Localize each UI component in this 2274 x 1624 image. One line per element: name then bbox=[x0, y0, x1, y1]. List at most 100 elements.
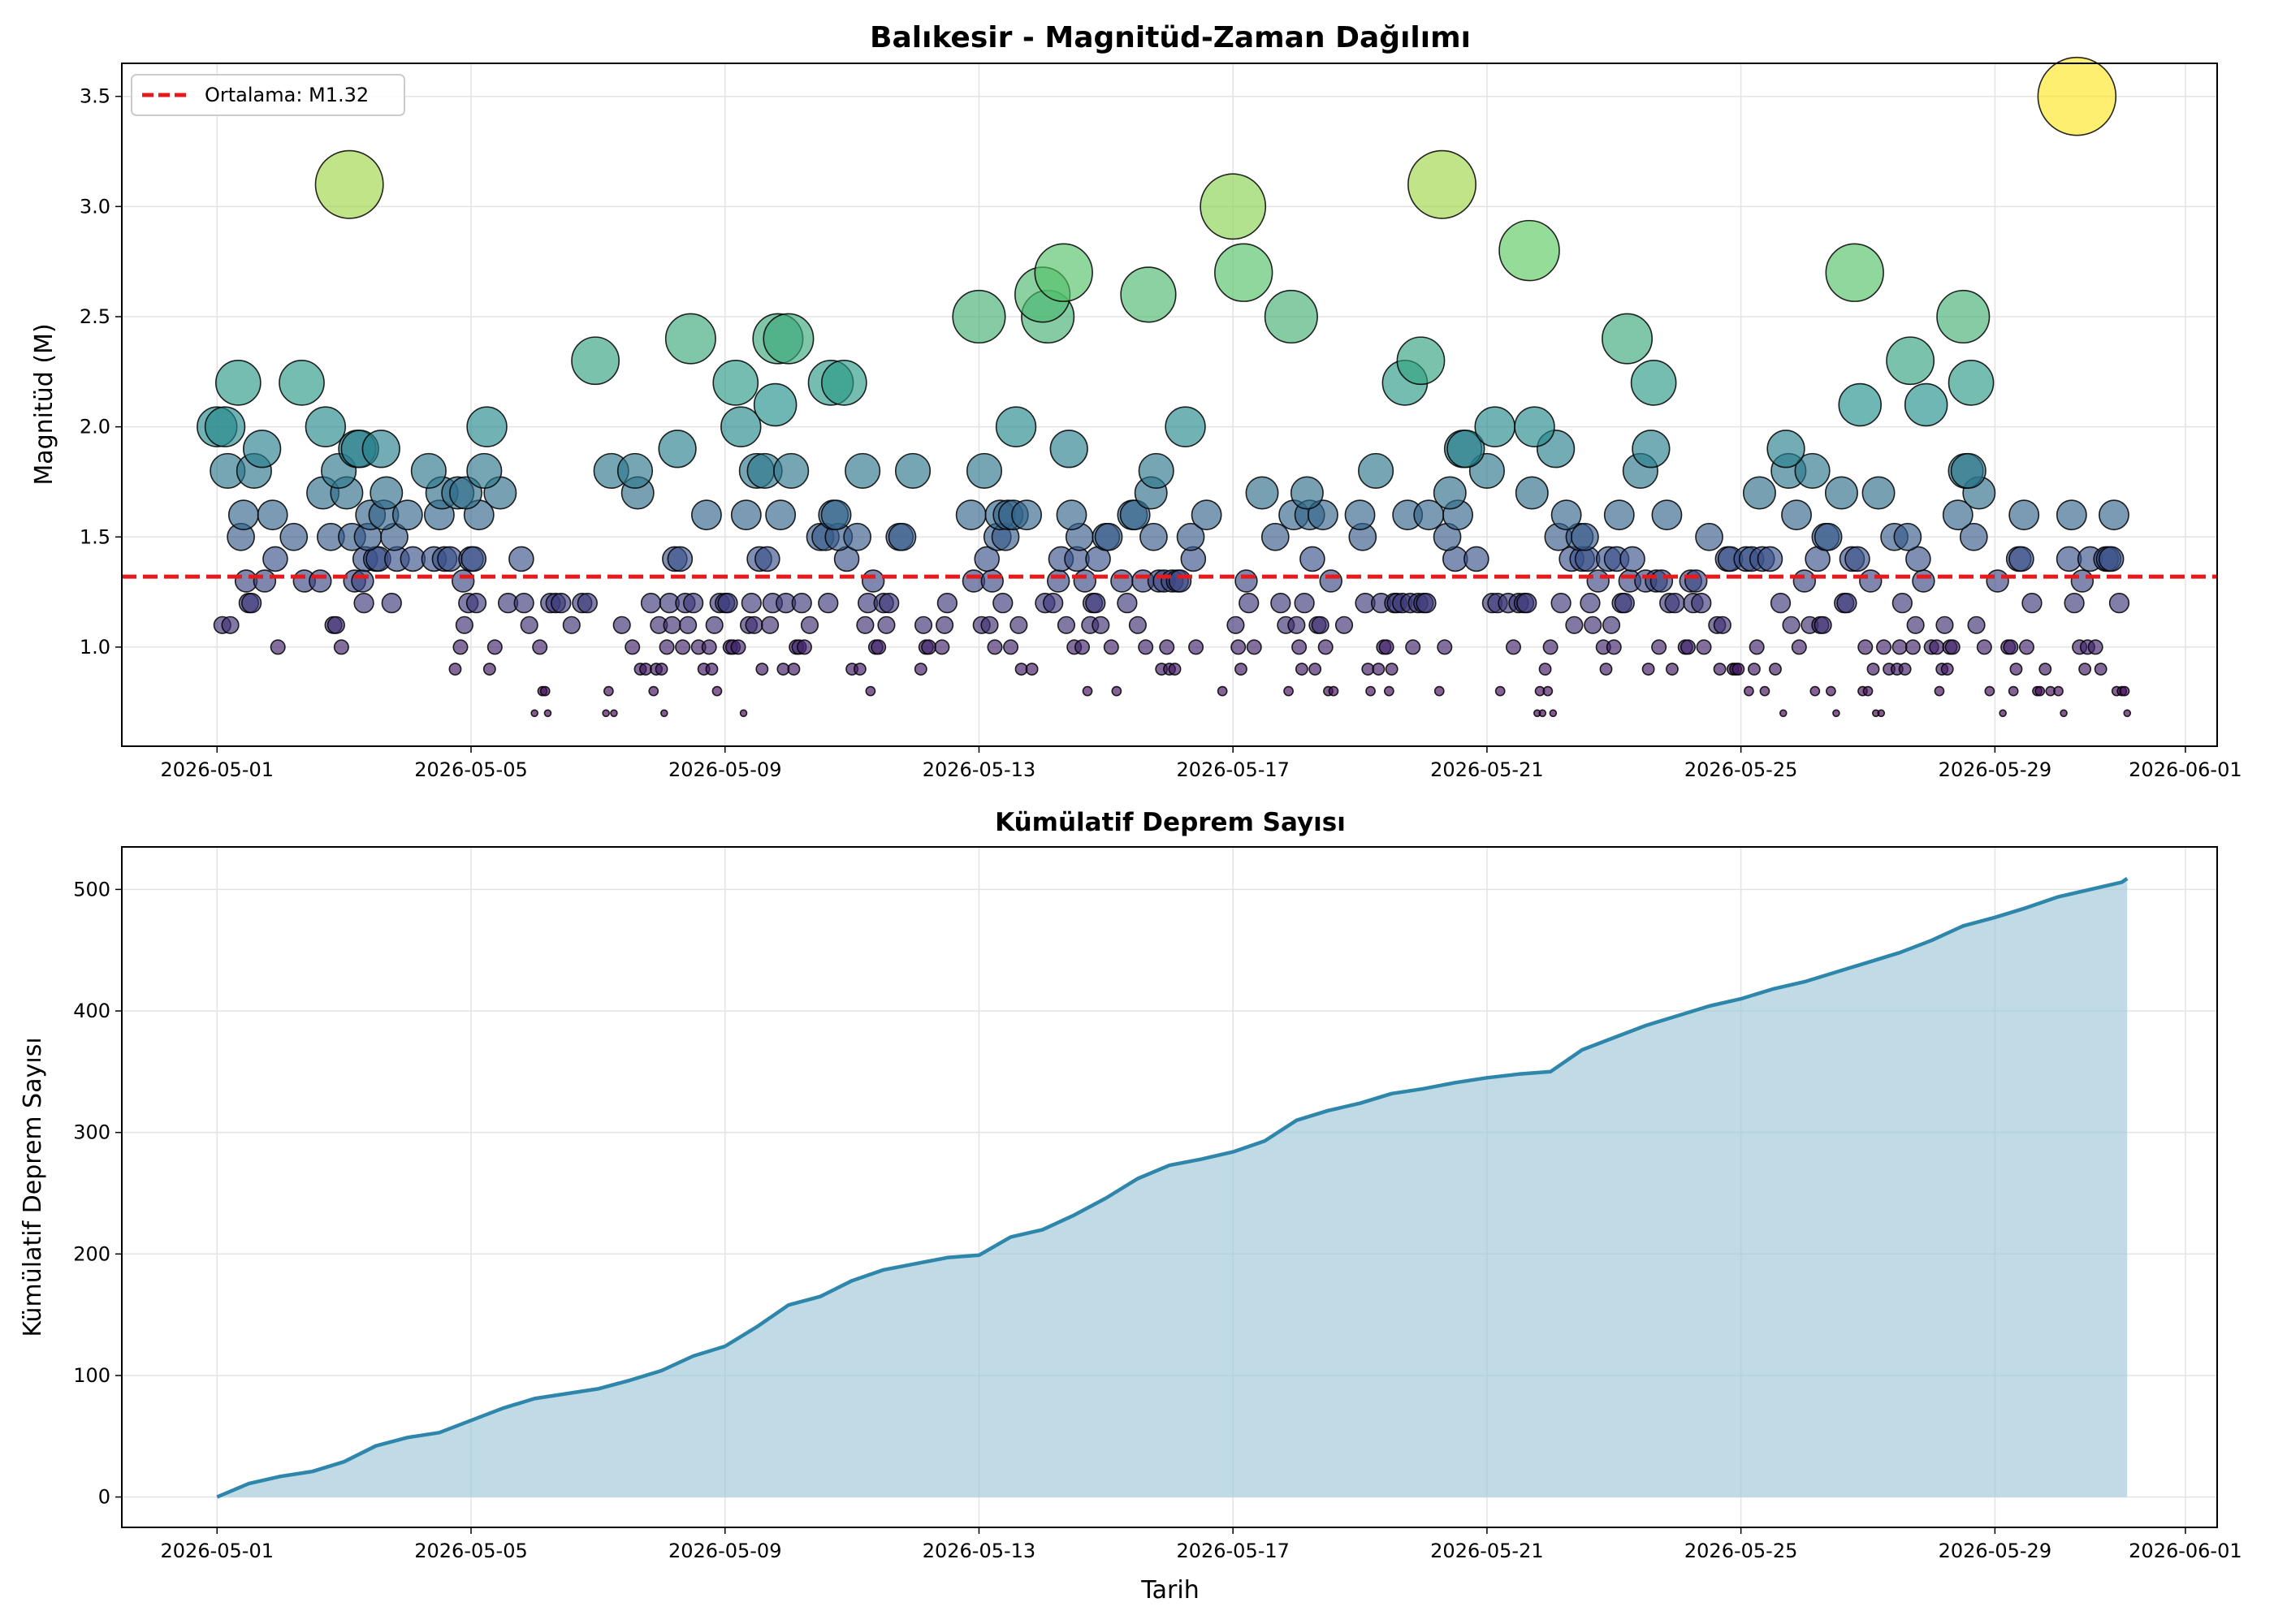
earthquake-point bbox=[1757, 546, 1783, 572]
earthquake-point bbox=[720, 406, 762, 447]
earthquake-point bbox=[1886, 336, 1935, 386]
earthquake-point bbox=[2008, 546, 2034, 572]
earthquake-point bbox=[1358, 452, 1394, 489]
magnitude-y-tick-label: 3.5 bbox=[80, 85, 110, 108]
earthquake-point bbox=[1538, 709, 1547, 718]
earthquake-point bbox=[1779, 709, 1788, 718]
earthquake-point bbox=[1494, 685, 1506, 697]
earthquake-point bbox=[1891, 593, 1913, 614]
earthquake-point bbox=[1940, 663, 1954, 676]
earthquake-point bbox=[2056, 499, 2087, 531]
earthquake-point bbox=[648, 685, 659, 697]
earthquake-point bbox=[455, 615, 473, 634]
earthquake-point bbox=[1641, 663, 1655, 676]
earthquake-point bbox=[2003, 639, 2019, 655]
legend-mean-label: Ortalama: M1.32 bbox=[205, 84, 369, 106]
earthquake-point bbox=[1967, 615, 1986, 634]
cumulative-y-ticks: 0 100 200 300 400 500 bbox=[73, 878, 122, 1509]
earthquake-point bbox=[761, 615, 780, 634]
earthquake-point bbox=[353, 593, 374, 614]
earthquake-point bbox=[2009, 663, 2023, 676]
earthquake-point bbox=[1200, 173, 1267, 240]
earthquake-point bbox=[1691, 593, 1712, 614]
earthquake-point bbox=[1936, 289, 1991, 344]
earthquake-point bbox=[1176, 522, 1205, 551]
earthquake-point bbox=[1264, 289, 1318, 344]
earthquake-point bbox=[1550, 499, 1582, 531]
magnitude-plot-frame bbox=[121, 63, 2218, 747]
earthquake-point bbox=[391, 499, 423, 531]
cumulative-x-tick-label: 2026-05-05 bbox=[414, 1540, 527, 1562]
earthquake-point bbox=[571, 336, 620, 386]
earthquake-point bbox=[1407, 149, 1477, 219]
earthquake-point bbox=[610, 709, 618, 718]
earthquake-point bbox=[1602, 615, 1621, 634]
earthquake-point bbox=[1139, 522, 1168, 551]
earthquake-point bbox=[1877, 709, 1886, 718]
earthquake-point bbox=[2098, 546, 2125, 572]
earthquake-point bbox=[877, 615, 896, 634]
earthquake-point bbox=[660, 709, 668, 718]
earthquake-point bbox=[1446, 430, 1485, 469]
earthquake-point bbox=[1056, 499, 1087, 531]
earthquake-point bbox=[1781, 499, 1812, 531]
earthquake-point bbox=[914, 663, 927, 676]
earthquake-point bbox=[1082, 685, 1093, 697]
earthquake-point bbox=[871, 639, 887, 655]
earthquake-point bbox=[1809, 685, 1821, 697]
earthquake-point bbox=[1003, 639, 1019, 655]
earthquake-point bbox=[2099, 499, 2129, 531]
earthquake-point bbox=[1649, 569, 1674, 593]
earthquake-point bbox=[508, 546, 534, 572]
earthquake-point bbox=[1057, 615, 1076, 634]
earthquake-point bbox=[1365, 685, 1376, 697]
earthquake-point bbox=[520, 615, 538, 634]
earthquake-point bbox=[2123, 709, 2132, 718]
earthquake-point bbox=[879, 593, 900, 614]
earthquake-point bbox=[1826, 685, 1836, 697]
earthquake-point bbox=[314, 149, 384, 219]
earthquake-point bbox=[513, 593, 534, 614]
earthquake-point bbox=[1759, 685, 1770, 697]
earthquake-point bbox=[1009, 615, 1028, 634]
earthquake-point bbox=[448, 663, 462, 676]
earthquake-point bbox=[1904, 382, 1948, 427]
earthquake-point bbox=[936, 615, 954, 634]
earthquake-point bbox=[1290, 476, 1324, 510]
earthquake-point bbox=[460, 546, 487, 572]
earthquake-point bbox=[1630, 360, 1677, 406]
earthquake-point bbox=[755, 663, 769, 676]
earthquake-point bbox=[1891, 639, 1908, 655]
earthquake-point bbox=[1384, 685, 1394, 697]
magnitude-x-tick-label: 2026-05-09 bbox=[668, 758, 781, 781]
earthquake-point bbox=[980, 615, 999, 634]
earthquake-point bbox=[1602, 313, 1654, 365]
earthquake-point bbox=[1328, 685, 1339, 697]
earthquake-point bbox=[1092, 615, 1110, 634]
magnitude-scatter-points bbox=[197, 56, 2132, 718]
earthquake-point bbox=[843, 522, 871, 551]
earthquake-point bbox=[214, 360, 262, 406]
earthquake-point bbox=[1794, 452, 1831, 489]
earthquake-point bbox=[705, 663, 719, 676]
earthquake-point bbox=[1433, 476, 1467, 510]
magnitude-x-tick-label: 2026-05-01 bbox=[161, 758, 274, 781]
earthquake-point bbox=[625, 639, 641, 655]
earthquake-point bbox=[1950, 452, 1987, 489]
earthquake-point bbox=[639, 663, 652, 676]
earthquake-point bbox=[640, 593, 662, 614]
earthquake-point bbox=[1011, 499, 1043, 531]
earthquake-point bbox=[1217, 685, 1228, 697]
earthquake-point bbox=[1859, 569, 1883, 593]
earthquake-point bbox=[1542, 685, 1554, 697]
earthquake-point bbox=[796, 639, 812, 655]
earthquake-point bbox=[1168, 569, 1192, 593]
earthquake-point bbox=[1792, 569, 1817, 593]
cumulative-x-ticks: 2026-05-01 2026-05-05 2026-05-09 2026-05-13… bbox=[161, 1527, 2242, 1562]
earthquake-point bbox=[452, 639, 469, 655]
earthquake-point bbox=[1165, 406, 1206, 447]
earthquake-point bbox=[1191, 499, 1222, 531]
earthquake-point bbox=[1861, 476, 1896, 510]
earthquake-point bbox=[2038, 663, 2052, 676]
magnitude-y-tick-label: 1.0 bbox=[80, 636, 110, 659]
